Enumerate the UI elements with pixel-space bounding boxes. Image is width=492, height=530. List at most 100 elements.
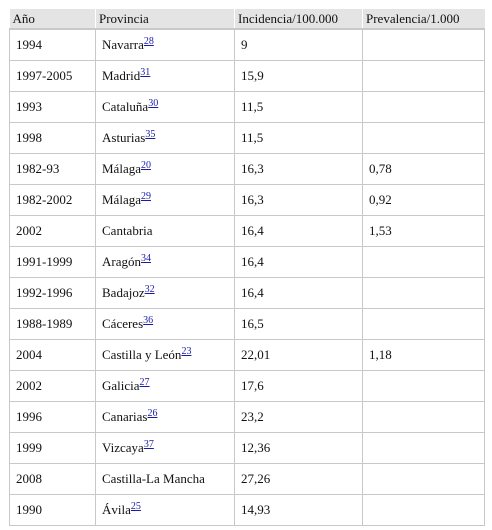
- reference-link[interactable]: 20: [140, 160, 151, 171]
- reference-link[interactable]: 27: [139, 377, 150, 388]
- header-incidence: Incidencia/100.000: [234, 9, 363, 29]
- cell-prevalence: [362, 401, 485, 433]
- header-prevalence: Prevalencia/1.000: [362, 9, 485, 29]
- reference-link[interactable]: 26: [147, 408, 158, 419]
- reference-link[interactable]: 23: [181, 346, 192, 357]
- cell-year: 1993: [9, 91, 96, 123]
- table-container: Año Provincia Incidencia/100.000 Prevale…: [9, 9, 485, 526]
- cell-year: 1998: [9, 122, 96, 154]
- table-row: 1990 Ávila25 14,93: [9, 494, 485, 526]
- cell-incidence: 16,4: [234, 215, 363, 247]
- province-name: Ávila: [102, 502, 131, 517]
- province-name: Málaga: [102, 161, 141, 176]
- cell-prevalence: [362, 28, 485, 61]
- cell-year: 2004: [9, 339, 96, 371]
- reference-link[interactable]: 28: [143, 36, 154, 47]
- cell-incidence: 17,6: [234, 370, 363, 402]
- table-row: 1996 Canarias26 23,2: [9, 401, 485, 433]
- table-row: 1997-2005 Madrid31 15,9: [9, 60, 485, 92]
- cell-prevalence: 1,18: [362, 339, 485, 371]
- cell-incidence: 16,3: [234, 184, 363, 216]
- cell-province: Castilla-La Mancha: [95, 463, 235, 495]
- cell-prevalence: [362, 277, 485, 309]
- cell-province: Badajoz32: [95, 277, 235, 309]
- cell-prevalence: 0,78: [362, 153, 485, 185]
- cell-province: Ávila25: [95, 494, 235, 526]
- table-row: 1994 Navarra28 9: [9, 28, 485, 61]
- cell-prevalence: 0,92: [362, 184, 485, 216]
- table-body: 1994 Navarra28 9 1997-2005 Madrid31 15,9 1993 C…: [9, 28, 485, 526]
- table-row: 1982-93 Málaga20 16,3 0,78: [9, 153, 485, 185]
- cell-incidence: 11,5: [234, 122, 363, 154]
- cell-prevalence: [362, 246, 485, 278]
- cell-incidence: 11,5: [234, 91, 363, 123]
- cell-year: 1991-1999: [9, 246, 96, 278]
- cell-year: 2008: [9, 463, 96, 495]
- reference-link[interactable]: 37: [143, 439, 154, 450]
- province-name: Badajoz: [102, 285, 145, 300]
- province-name: Madrid: [102, 68, 141, 83]
- cell-year: 1988-1989: [9, 308, 96, 340]
- cell-prevalence: [362, 122, 485, 154]
- table-header: Año Provincia Incidencia/100.000 Prevale…: [9, 9, 485, 29]
- cell-incidence: 9: [234, 28, 363, 61]
- reference-link[interactable]: 29: [140, 191, 151, 202]
- cell-year: 1996: [9, 401, 96, 433]
- cell-incidence: 23,2: [234, 401, 363, 433]
- table-row: 1988-1989 Cáceres36 16,5: [9, 308, 485, 340]
- cell-incidence: 16,3: [234, 153, 363, 185]
- reference-link[interactable]: 25: [130, 501, 141, 512]
- cell-province: Málaga20: [95, 153, 235, 185]
- cell-incidence: 15,9: [234, 60, 363, 92]
- cell-year: 1997-2005: [9, 60, 96, 92]
- incidence-table: Año Provincia Incidencia/100.000 Prevale…: [9, 9, 485, 526]
- table-row: 1993 Cataluña30 11,5: [9, 91, 485, 123]
- cell-year: 1982-2002: [9, 184, 96, 216]
- table-row: 1991-1999 Aragón34 16,4: [9, 246, 485, 278]
- cell-prevalence: [362, 91, 485, 123]
- cell-year: 1999: [9, 432, 96, 464]
- cell-incidence: 22,01: [234, 339, 363, 371]
- table-row: 2002 Cantabria 16,4 1,53: [9, 215, 485, 247]
- cell-province: Asturias35: [95, 122, 235, 154]
- cell-year: 1990: [9, 494, 96, 526]
- cell-province: Cáceres36: [95, 308, 235, 340]
- reference-link[interactable]: 36: [143, 315, 154, 326]
- cell-province: Galicia27: [95, 370, 235, 402]
- province-name: Navarra: [102, 37, 144, 52]
- cell-incidence: 12,36: [234, 432, 363, 464]
- table-row: 1992-1996 Badajoz32 16,4: [9, 277, 485, 309]
- province-name: Aragón: [102, 254, 141, 269]
- province-name: Canarias: [102, 409, 148, 424]
- cell-prevalence: [362, 463, 485, 495]
- cell-prevalence: [362, 370, 485, 402]
- province-name: Castilla y León: [102, 347, 182, 362]
- province-name: Castilla-La Mancha: [102, 471, 205, 486]
- cell-incidence: 16,4: [234, 246, 363, 278]
- table-row: 1999 Vizcaya37 12,36: [9, 432, 485, 464]
- cell-province: Aragón34: [95, 246, 235, 278]
- cell-province: Cantabria: [95, 215, 235, 247]
- cell-year: 1994: [9, 28, 96, 61]
- reference-link[interactable]: 32: [144, 284, 155, 295]
- province-name: Cantabria: [102, 223, 153, 238]
- reference-link[interactable]: 30: [148, 98, 159, 109]
- cell-year: 1982-93: [9, 153, 96, 185]
- cell-province: Madrid31: [95, 60, 235, 92]
- province-name: Cataluña: [102, 99, 149, 114]
- reference-link[interactable]: 34: [141, 253, 151, 264]
- province-name: Málaga: [102, 192, 141, 207]
- header-row: Año Provincia Incidencia/100.000 Prevale…: [9, 9, 485, 29]
- table-row: 2004 Castilla y León23 22,01 1,18: [9, 339, 485, 371]
- reference-link[interactable]: 35: [145, 129, 156, 140]
- cell-province: Málaga29: [95, 184, 235, 216]
- cell-prevalence: [362, 60, 485, 92]
- cell-year: 2002: [9, 370, 96, 402]
- header-year: Año: [9, 9, 96, 29]
- cell-incidence: 16,4: [234, 277, 363, 309]
- province-name: Vizcaya: [102, 440, 144, 455]
- province-name: Galicia: [102, 378, 140, 393]
- reference-link[interactable]: 31: [140, 67, 151, 78]
- province-name: Asturias: [102, 130, 146, 145]
- table-row: 1998 Asturias35 11,5: [9, 122, 485, 154]
